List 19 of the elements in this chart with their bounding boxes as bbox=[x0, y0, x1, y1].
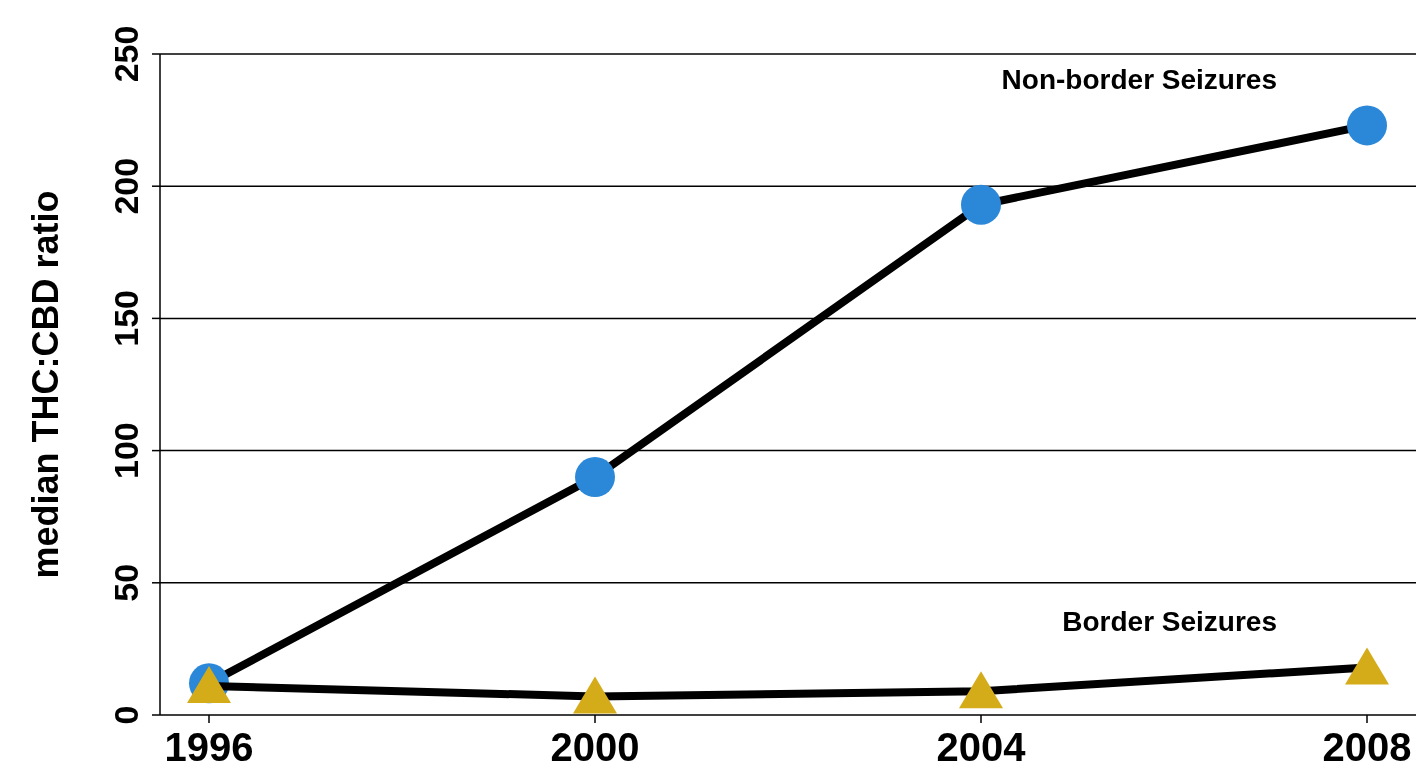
series-label: Border Seizures bbox=[1062, 606, 1277, 638]
x-tick-label: 2004 bbox=[936, 725, 1027, 769]
x-tick-label: 2000 bbox=[550, 725, 640, 769]
y-axis-title: median THC:CBD ratio bbox=[25, 190, 66, 579]
y-tick-label: 200 bbox=[107, 157, 145, 215]
y-tick-label: 100 bbox=[107, 422, 145, 479]
y-tick-label: 0 bbox=[107, 705, 145, 725]
point bbox=[573, 676, 617, 714]
y-tick-label: 50 bbox=[107, 563, 145, 602]
series-label: Non-border Seizures bbox=[1001, 64, 1277, 96]
point bbox=[1345, 647, 1389, 685]
x-tick-label: 2008 bbox=[1322, 725, 1412, 769]
point bbox=[959, 671, 1003, 709]
point bbox=[1347, 105, 1387, 146]
point bbox=[575, 457, 615, 498]
y-tick-label: 250 bbox=[107, 25, 145, 83]
x-tick-label: 1996 bbox=[164, 725, 254, 769]
point bbox=[961, 184, 1001, 225]
y-tick-label: 150 bbox=[107, 290, 145, 347]
